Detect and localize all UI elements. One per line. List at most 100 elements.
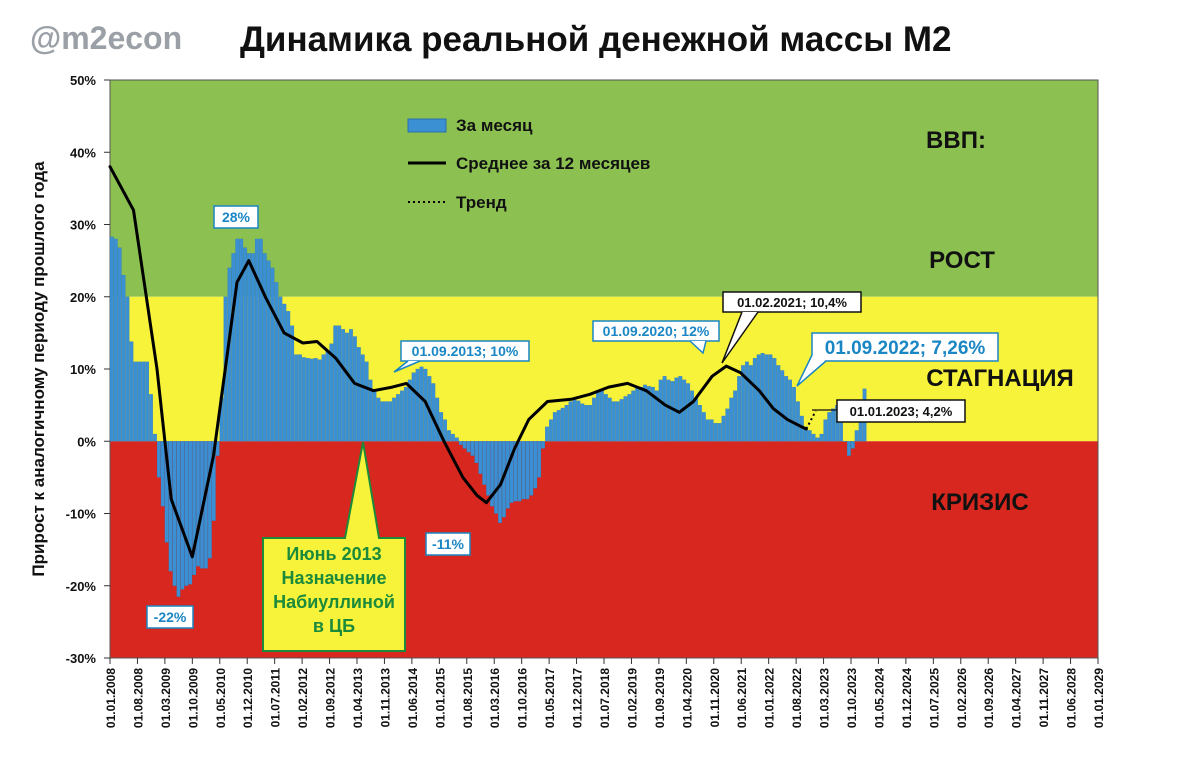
annotation-pointer: [393, 360, 421, 373]
bar-month: [247, 253, 251, 442]
bar-month: [156, 441, 161, 478]
bar-month: [788, 379, 792, 442]
bar-month: [403, 386, 408, 442]
bar-month: [709, 419, 714, 442]
bar-month: [607, 397, 612, 442]
bar-month: [780, 370, 785, 442]
bar-month: [121, 274, 126, 442]
annotation-low-2015: -11%: [432, 536, 464, 552]
bar-month: [349, 329, 353, 442]
bar-month: [141, 361, 146, 442]
x-tick-label: 01.03.2023: [818, 668, 832, 728]
annotation-peak-2010: 28%: [222, 209, 251, 225]
annotation-box: [811, 332, 999, 362]
bar-month: [313, 358, 318, 442]
bar-month: [411, 372, 416, 442]
bar-month: [513, 441, 518, 502]
callout-nabiullina-box: [262, 441, 406, 652]
bar-month: [541, 441, 545, 449]
x-tick-label: 01.10.2016: [516, 668, 530, 728]
bar-month: [815, 437, 820, 442]
bar-month: [584, 405, 589, 442]
x-tick-label: 01.10.2009: [186, 668, 200, 728]
bar-month: [470, 441, 475, 456]
bar-month: [462, 441, 467, 449]
bar-month: [109, 236, 114, 442]
annotation-box: [592, 320, 720, 342]
bar-month: [145, 361, 149, 442]
legend-label-trend: Тренд: [456, 193, 507, 212]
bar-month: [321, 354, 326, 442]
bar-month: [784, 376, 789, 442]
zone-labels: ВВП: РОСТ СТАГНАЦИЯ КРИЗИС: [926, 127, 1074, 516]
bar-month: [431, 383, 436, 442]
bar-month: [274, 282, 279, 442]
bar-month: [580, 403, 585, 442]
x-tick-label: 01.06.2014: [406, 668, 420, 728]
bar-month: [137, 361, 142, 442]
x-tick-label: 01.06.2028: [1065, 668, 1079, 728]
axes: 50% 40% 30% 20% 10% 0% -10% -20% -30% Прирост к а…: [29, 73, 1106, 728]
bar-month: [180, 441, 185, 590]
bar-month: [552, 412, 557, 442]
bar-month: [364, 361, 369, 442]
y-tick-label: 0%: [77, 434, 96, 449]
bar-month: [846, 441, 851, 456]
bar-month: [509, 441, 514, 503]
bar-month: [690, 390, 694, 442]
bar-month: [278, 296, 283, 442]
bar-month: [725, 408, 730, 442]
x-tick-label: 01.05.2010: [214, 668, 228, 728]
bar-month: [482, 441, 487, 485]
legend-label-average: Среднее за 12 месяцев: [456, 154, 650, 173]
bar-month: [384, 401, 389, 442]
x-tick-label: 01.01.2015: [433, 668, 447, 728]
bar-month: [376, 397, 381, 442]
bar-month: [286, 311, 291, 442]
x-tick-label: 01.07.2011: [269, 668, 283, 728]
y-tick-label: 40%: [70, 145, 96, 160]
annotations: 28% -22% -11% 01.09.2013; 10% 01.09.2020; 12…: [146, 205, 999, 652]
x-tick-label: 01.12.2010: [241, 668, 255, 728]
x-tick-label: 01.10.2023: [845, 668, 859, 728]
bar-month: [447, 430, 451, 442]
bar-month: [231, 253, 236, 442]
x-tick-label: 01.07.2025: [927, 668, 941, 728]
bar-month: [733, 390, 738, 442]
annotation-2023: 01.01.2023; 4,2%: [850, 404, 953, 419]
bar-month: [407, 379, 412, 442]
x-tick-label: 01.02.2026: [955, 668, 969, 728]
x-tick-label: 01.03.2009: [159, 668, 173, 728]
bar-month: [772, 358, 777, 442]
annotation-2013: 01.09.2013; 10%: [412, 343, 519, 359]
bar-month: [164, 441, 169, 543]
annotation-box: [400, 340, 530, 362]
y-tick-label: -10%: [66, 507, 97, 522]
bar-month: [309, 358, 314, 442]
bar-month: [356, 347, 361, 442]
bar-month: [721, 415, 726, 442]
bar-month: [737, 376, 742, 442]
bar-month: [850, 441, 855, 449]
bar-month: [560, 407, 565, 442]
bar-month: [705, 419, 710, 442]
brand-handle: @m2econ: [30, 20, 183, 56]
x-tick-label: 01.11.2027: [1037, 668, 1051, 728]
annotation-box: [213, 205, 259, 229]
bar-month: [611, 401, 616, 442]
bar-month: [745, 361, 749, 442]
bar-month: [388, 401, 393, 442]
bar-month: [843, 441, 847, 442]
legend-swatch-bar: [407, 118, 447, 133]
bar-month: [592, 397, 596, 442]
bar-month: [392, 397, 396, 442]
x-tick-label: 01.05.2024: [872, 668, 886, 728]
annotation-box: [146, 605, 194, 629]
bar-month: [596, 390, 600, 442]
bar-month: [643, 384, 647, 442]
bar-month: [792, 386, 796, 442]
bar-month: [160, 441, 165, 507]
bar-month: [372, 390, 377, 442]
bar-month: [776, 365, 781, 442]
